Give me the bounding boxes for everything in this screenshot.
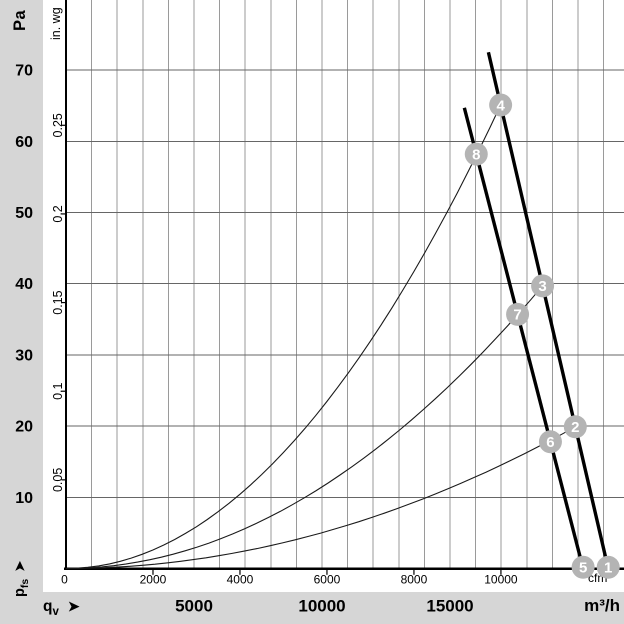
inwg-tick-label: 0.2	[51, 205, 65, 222]
curve-marker-6	[538, 430, 562, 454]
bottom-axis-band	[0, 592, 624, 624]
fan-curve-left	[462, 107, 585, 569]
curve-marker-label: 5	[579, 560, 587, 577]
inwg-tick-label: 0.15	[51, 290, 65, 314]
curve-marker-3	[531, 274, 555, 298]
inwg-tick-label: 0.25	[51, 113, 65, 137]
curve-marker-label: 2	[571, 419, 579, 436]
curve-marker-label: 1	[604, 560, 612, 577]
curve-marker-1	[596, 555, 620, 579]
curve-marker-label: 8	[472, 146, 480, 163]
pa-tick-label: 30	[15, 347, 33, 364]
curve-marker-5	[571, 555, 595, 579]
qv-axis-symbol: qv ➤	[43, 598, 80, 618]
pa-tick-label: 40	[15, 276, 33, 293]
system-curve	[65, 104, 502, 570]
m3h-tick-label: 10000	[298, 597, 345, 616]
inwg-tick-label: 0.05	[51, 468, 65, 492]
curve-marker-label: 4	[496, 97, 505, 114]
m3h-tick-label: 5000	[175, 597, 213, 616]
cfm-tick-label: 4000	[227, 573, 254, 587]
curve-marker-2	[563, 415, 587, 439]
pa-tick-label: 10	[15, 490, 33, 507]
pa-tick-label: 60	[15, 134, 33, 151]
m3h-tick-label: 15000	[426, 597, 473, 616]
curve-marker-label: 6	[546, 434, 554, 451]
curve-marker-label: 3	[538, 278, 546, 295]
m3h-unit-label: m³/h	[584, 596, 620, 615]
fan-curve-right	[486, 51, 610, 569]
cfm-tick-label: 8000	[401, 573, 428, 587]
curve-marker-label: 7	[513, 307, 521, 324]
cfm-tick-label: 0	[61, 573, 68, 587]
curve-marker-7	[506, 302, 530, 326]
pa-tick-label: 70	[15, 63, 33, 80]
qv-sub: v	[52, 606, 59, 619]
cfm-tick-label: 2000	[140, 573, 167, 587]
inwg-tick-label: 0.1	[51, 382, 65, 399]
cfm-tick-label: 10000	[484, 573, 518, 587]
pa-tick-label: 50	[15, 205, 33, 222]
curve-marker-4	[489, 93, 513, 117]
qv-base: q	[43, 598, 53, 615]
cfm-tick-label: 6000	[314, 573, 341, 587]
pa-tick-label: 20	[15, 419, 33, 436]
system-curve	[65, 285, 544, 570]
system-curve	[65, 426, 576, 570]
right-arrow-icon: ➤	[67, 598, 80, 614]
curve-marker-8	[464, 142, 488, 166]
